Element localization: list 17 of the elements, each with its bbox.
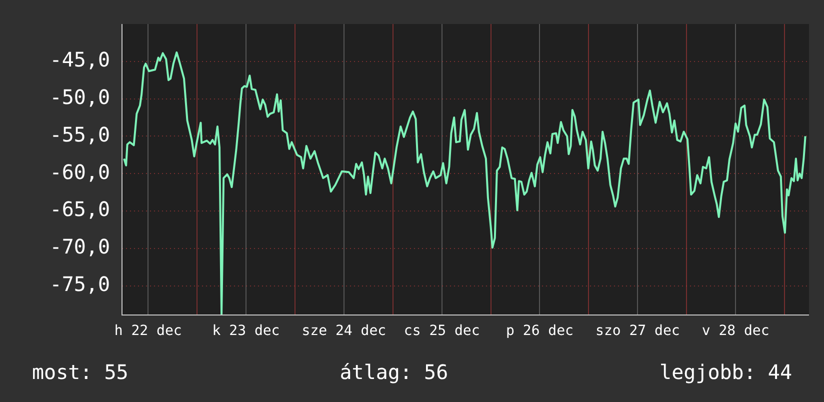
y-tick-label: -60,0	[50, 160, 110, 184]
y-tick-label: -55,0	[50, 122, 110, 146]
y-tick-label: -50,0	[50, 85, 110, 110]
x-tick-label: sze 24 dec	[302, 323, 386, 340]
x-tick-label: szo 27 dec	[596, 323, 680, 340]
x-tick-label: h 22 dec	[114, 323, 182, 340]
y-tick-label: -65,0	[50, 197, 110, 222]
x-tick-label: v 28 dec	[702, 323, 770, 340]
y-tick-label: -70,0	[50, 234, 110, 259]
y-tick-label: -75,0	[50, 272, 110, 296]
text: legjobb: 44	[660, 360, 792, 384]
y-tick-label: -45,0	[50, 48, 110, 72]
x-tick-label: k 23 dec	[212, 323, 280, 340]
text: átlag: 56	[340, 360, 448, 384]
text: most: 55	[32, 360, 128, 384]
x-tick-label: p 26 dec	[506, 323, 574, 340]
x-tick-label: cs 25 dec	[404, 323, 480, 340]
